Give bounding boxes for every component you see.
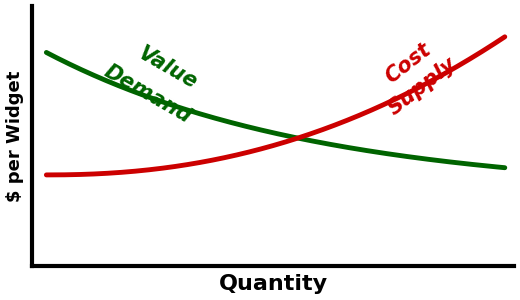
Text: Cost: Cost [382, 39, 435, 87]
Y-axis label: $ per Widget: $ per Widget [6, 70, 23, 202]
Text: Value: Value [134, 43, 200, 93]
X-axis label: Quantity: Quantity [218, 274, 328, 294]
Text: Supply: Supply [385, 54, 461, 119]
Text: Demand: Demand [100, 61, 195, 127]
